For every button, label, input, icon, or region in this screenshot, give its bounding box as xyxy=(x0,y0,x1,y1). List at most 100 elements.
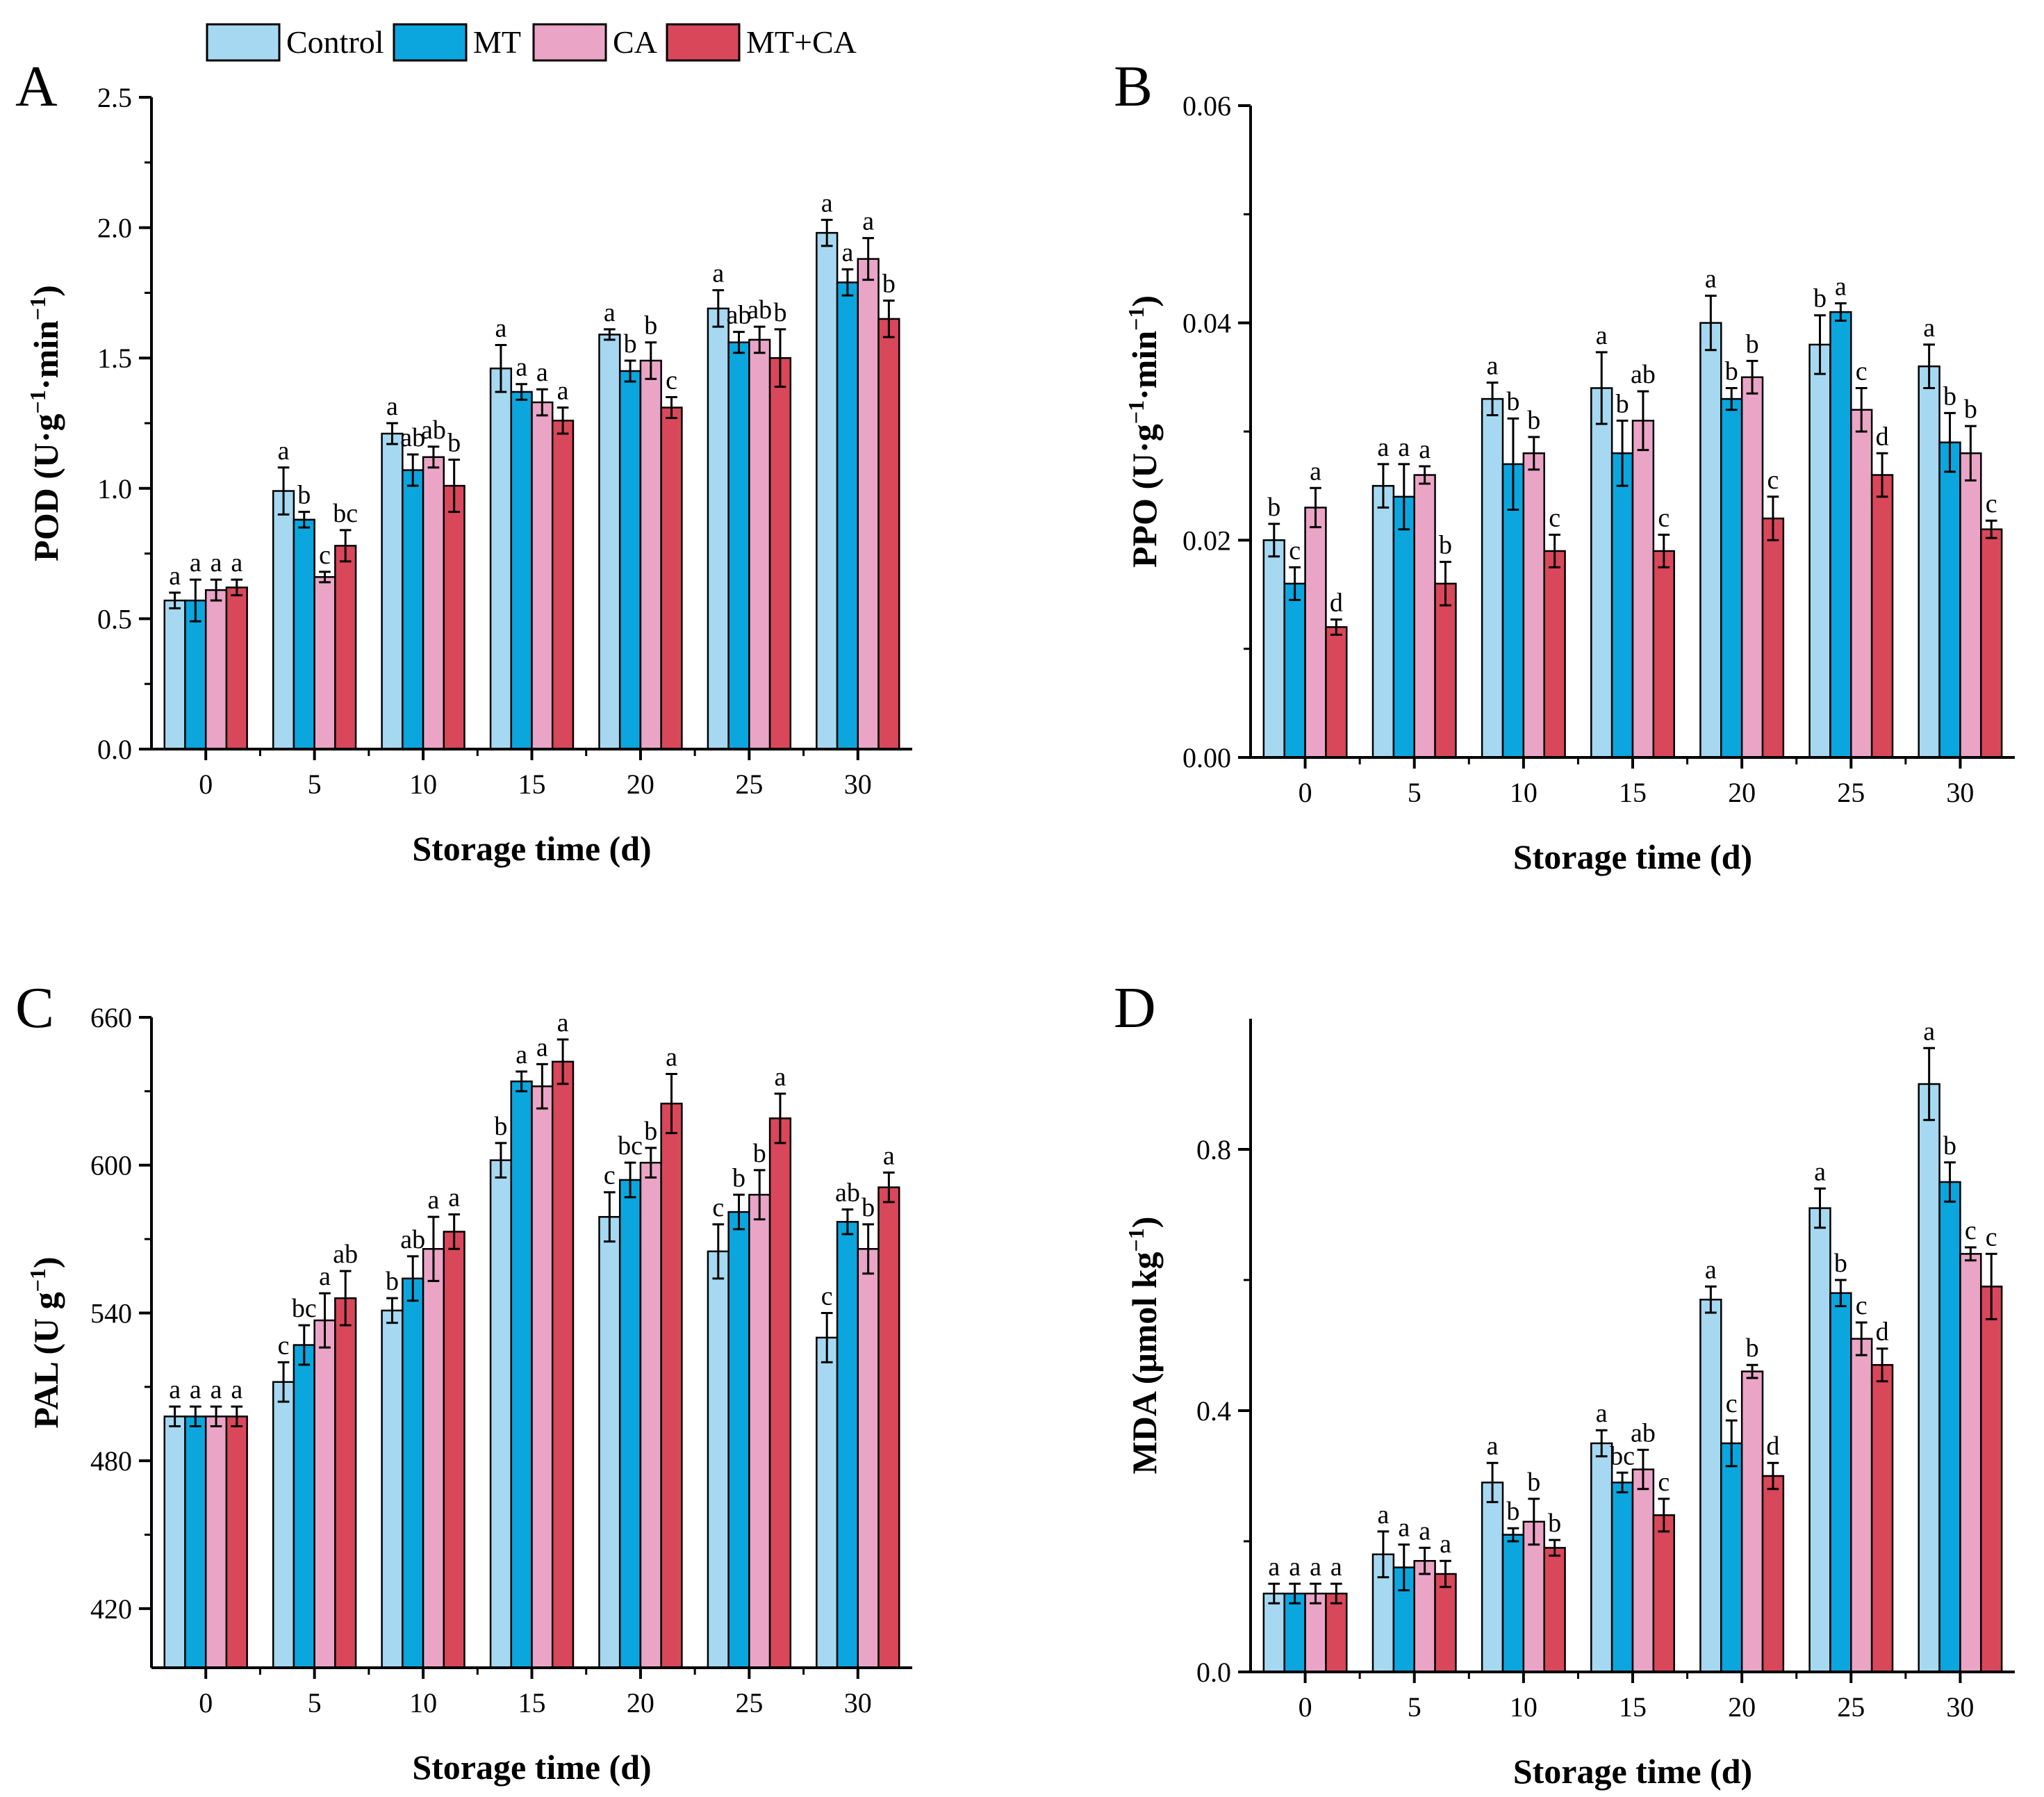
significance-letter: a xyxy=(495,313,506,343)
x-tick-label: 30 xyxy=(844,1687,872,1718)
significance-letter: ab xyxy=(400,423,425,452)
bar-mt-15 xyxy=(510,1080,533,1669)
bar-ca-20 xyxy=(639,359,662,750)
legend-swatch-ca xyxy=(532,23,607,62)
significance-letter: a xyxy=(1705,265,1717,294)
bar-ca-0 xyxy=(1304,507,1327,759)
y-tick-label: 2.5 xyxy=(97,82,132,113)
significance-letter: c xyxy=(1658,1468,1670,1497)
bar-mt-ca-5 xyxy=(334,1297,357,1669)
legend-swatch-mt xyxy=(393,23,468,62)
significance-letter: a xyxy=(231,548,242,577)
x-tick-label: 20 xyxy=(1728,777,1756,808)
x-tick-label: 25 xyxy=(735,769,763,800)
significance-letter: b xyxy=(1725,356,1738,386)
bar-mt-ca-30 xyxy=(1980,528,2003,759)
significance-letter: b xyxy=(386,1267,399,1296)
y-axis-label: POD (U·g−1·min−1) xyxy=(25,285,65,561)
significance-letter: b xyxy=(1506,1497,1519,1526)
significance-letter: a xyxy=(1923,1017,1935,1046)
significance-letter: b xyxy=(1439,531,1452,560)
bar-mt-ca-0 xyxy=(1325,1592,1348,1673)
bar-mt-5 xyxy=(1392,495,1415,759)
bar-control-0 xyxy=(163,599,186,750)
bar-ca-10 xyxy=(422,456,445,750)
significance-letter: b xyxy=(1506,387,1519,416)
x-tick-label: 15 xyxy=(518,1687,546,1718)
significance-letter: a xyxy=(1419,1516,1431,1545)
bar-mt-5 xyxy=(292,1344,315,1669)
y-tick-label: 1.0 xyxy=(97,473,132,504)
significance-letter: a xyxy=(211,548,222,577)
significance-letter: b xyxy=(644,311,657,340)
x-tick-label: 0 xyxy=(199,1687,213,1718)
significance-letter: d xyxy=(1876,1318,1889,1347)
bar-control-10 xyxy=(1481,1482,1504,1673)
bar-ca-0 xyxy=(1304,1592,1327,1673)
significance-letter: a xyxy=(775,1062,786,1092)
bar-control-10 xyxy=(381,432,404,750)
significance-letter: ab xyxy=(1631,360,1656,389)
significance-letter: b xyxy=(447,429,461,458)
x-tick-label: 25 xyxy=(1837,777,1865,808)
x-tick-label: 30 xyxy=(1946,777,1974,808)
significance-letter: a xyxy=(604,298,616,327)
significance-letter: a xyxy=(1330,1552,1342,1582)
significance-letter: bc xyxy=(292,1294,317,1323)
x-tick-label: 5 xyxy=(1408,777,1421,808)
y-tick-label: 0.02 xyxy=(1182,525,1231,556)
y-tick-label: 0.00 xyxy=(1182,742,1231,773)
bar-mt-10 xyxy=(1501,1534,1525,1673)
legend-label-mt: MT xyxy=(473,24,521,60)
bar-ca-15 xyxy=(1631,420,1655,759)
significance-letter: a xyxy=(1487,352,1499,381)
bar-mt-ca-20 xyxy=(660,407,683,750)
significance-letter: a xyxy=(1377,1500,1389,1529)
x-tick-label: 20 xyxy=(627,769,654,800)
significance-letter: a xyxy=(1596,321,1608,350)
significance-letter: bc xyxy=(618,1131,643,1160)
bar-control-15 xyxy=(489,1159,513,1669)
bar-mt-25 xyxy=(1829,1292,1852,1673)
significance-letter: d xyxy=(1330,588,1343,617)
bar-mt-ca-20 xyxy=(1761,517,1785,759)
significance-letter: bc xyxy=(1610,1441,1635,1470)
bar-ca-25 xyxy=(748,1194,771,1669)
y-tick-label: 600 xyxy=(90,1150,132,1181)
significance-letter: a xyxy=(1310,457,1321,486)
bar-control-5 xyxy=(272,1381,295,1669)
significance-letter: ab xyxy=(835,1179,860,1208)
bar-mt-20 xyxy=(618,370,642,750)
significance-letter: b xyxy=(1813,284,1827,313)
bar-control-15 xyxy=(489,367,513,750)
x-axis-label: Storage time (d) xyxy=(412,829,651,868)
x-tick-label: 0 xyxy=(1299,777,1312,808)
bar-mt-5 xyxy=(292,518,315,750)
significance-letter: b xyxy=(297,481,311,510)
y-tick-label: 0.4 xyxy=(1196,1395,1231,1427)
bar-control-30 xyxy=(816,231,839,750)
x-tick-label: 5 xyxy=(308,769,322,800)
significance-letter: a xyxy=(448,1183,460,1213)
x-tick-label: 10 xyxy=(409,1687,437,1718)
panel-letter-c: C xyxy=(15,976,54,1040)
significance-letter: c xyxy=(1965,1216,1977,1245)
bar-ca-25 xyxy=(1850,409,1873,759)
significance-letter: c xyxy=(1856,356,1868,386)
bar-mt-10 xyxy=(402,1277,425,1669)
y-tick-label: 540 xyxy=(90,1297,132,1329)
bar-ca-20 xyxy=(1740,376,1764,759)
significance-letter: a xyxy=(1268,1552,1280,1582)
bar-ca-10 xyxy=(1522,1520,1545,1673)
significance-letter: b xyxy=(624,329,637,359)
bar-ca-5 xyxy=(1413,474,1436,759)
bar-control-10 xyxy=(1481,397,1504,759)
significance-letter: a xyxy=(536,1033,548,1062)
bar-mt-15 xyxy=(1610,1482,1634,1673)
significance-letter: b xyxy=(732,1163,745,1192)
significance-letter: c xyxy=(1767,466,1779,495)
bar-ca-10 xyxy=(1522,452,1545,759)
y-tick-label: 480 xyxy=(90,1445,132,1477)
significance-letter: a xyxy=(712,259,724,288)
